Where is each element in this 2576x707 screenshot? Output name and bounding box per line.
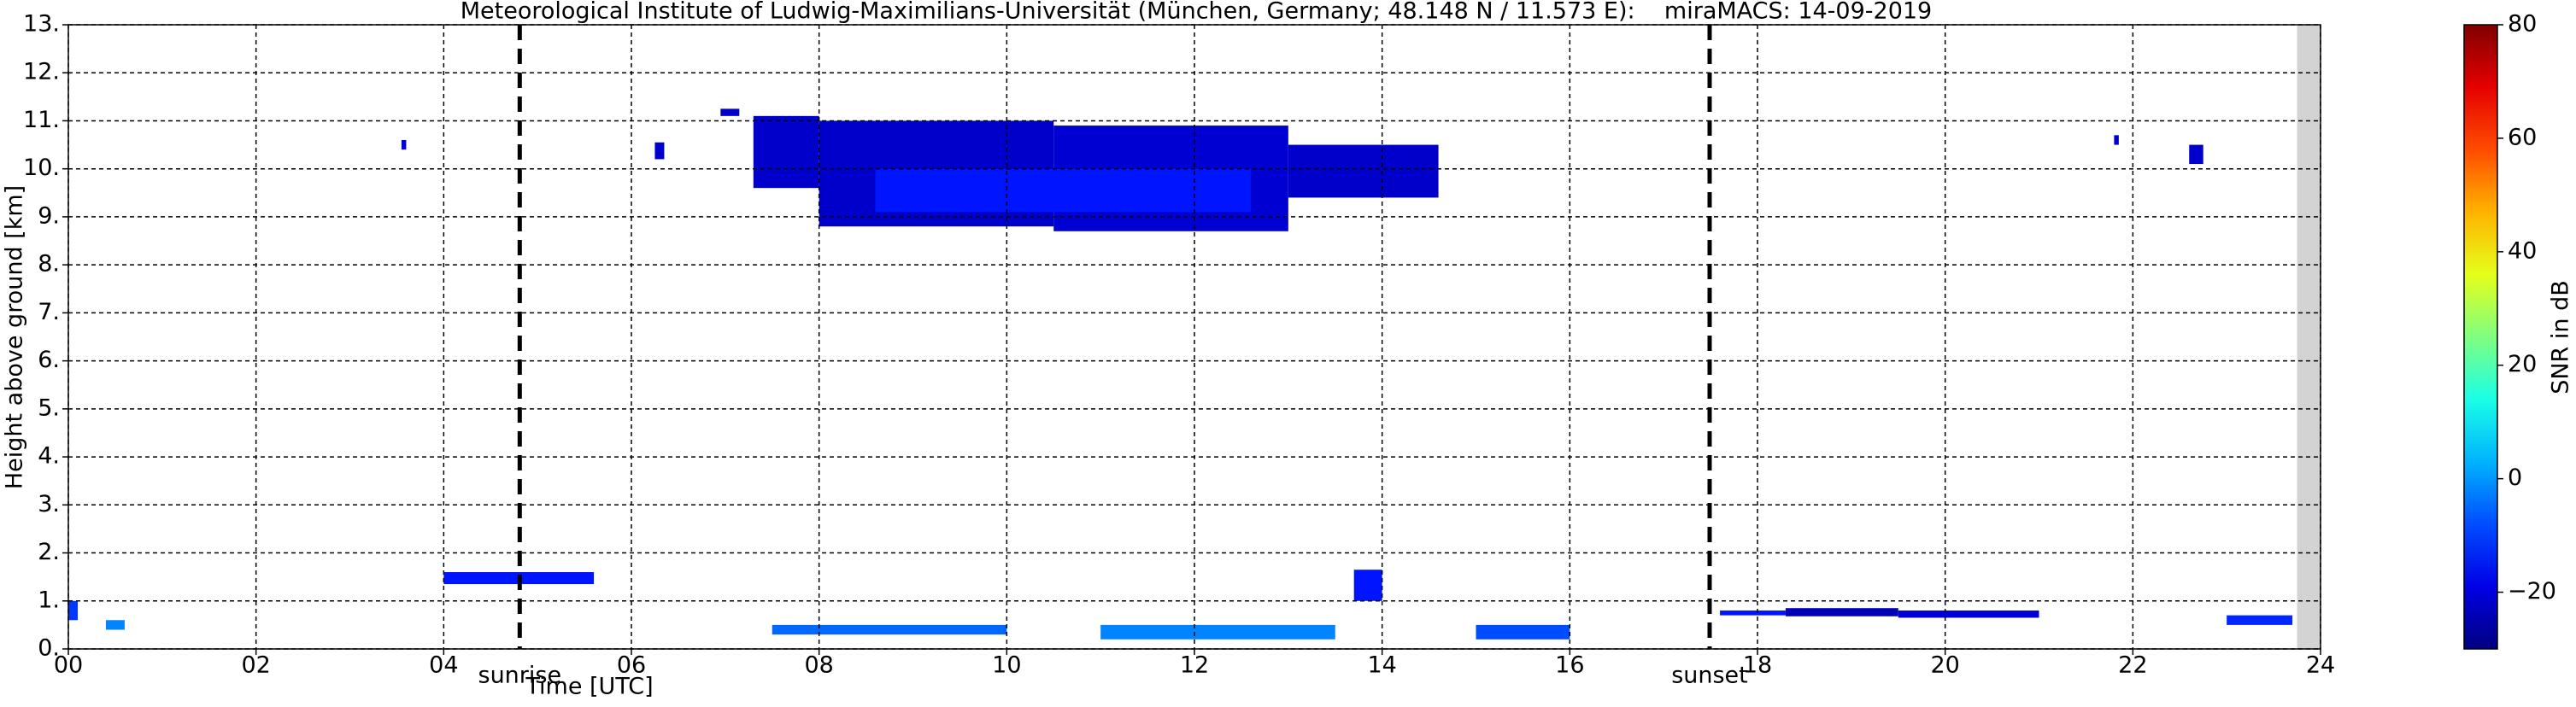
colorbar-label: SNR in dB (2548, 280, 2574, 394)
annotation-label: sunrise (478, 663, 562, 689)
x-tick-label: 14 (1367, 652, 1396, 679)
echo-region (1288, 144, 1439, 198)
echo-region (1100, 624, 1335, 640)
x-tick-label: 04 (429, 652, 458, 679)
annotation-label: sunset (1671, 663, 1748, 689)
echo-region (753, 115, 819, 189)
echo-region (1720, 611, 1786, 616)
y-tick-label: 9. (38, 202, 60, 229)
y-tick-label: 6. (38, 347, 60, 373)
x-tick-label: 24 (2306, 652, 2335, 679)
colorbar-tick-label: 40 (2508, 237, 2537, 264)
x-tick-label: 06 (617, 652, 646, 679)
y-tick-label: 2. (38, 539, 60, 565)
echo-region (1353, 570, 1382, 601)
y-tick-label: 1. (38, 587, 60, 613)
y-tick-label: 3. (38, 491, 60, 517)
plot-frame (67, 24, 2321, 650)
echo-region (720, 108, 740, 116)
y-tick-label: 0. (38, 635, 60, 662)
x-axis-label: Time [UTC] (525, 674, 653, 700)
echo-region (105, 620, 125, 630)
colorbar-tick-label: 60 (2508, 124, 2537, 150)
echo-region (2227, 615, 2293, 625)
x-tick-label: 00 (54, 652, 83, 679)
echo-region (1785, 608, 1898, 616)
y-tick-label: 8. (38, 251, 60, 278)
y-tick-label: 7. (38, 299, 60, 325)
x-tick-label: 08 (804, 652, 833, 679)
echo-region (401, 139, 407, 150)
colorbar-tick-label: −20 (2508, 578, 2556, 605)
echo-region (875, 168, 1251, 213)
echo-region (772, 624, 1007, 635)
x-tick-label: 02 (241, 652, 270, 679)
chart-title: Meteorological Institute of Ludwig-Maxim… (461, 0, 1933, 25)
echo-region (2189, 144, 2203, 165)
x-tick-label: 18 (1743, 652, 1772, 679)
y-tick-label: 11. (23, 107, 60, 133)
y-tick-label: 10. (23, 155, 60, 181)
y-tick-label: 12. (23, 59, 60, 85)
x-tick-label: 10 (992, 652, 1021, 679)
colorbar-tick-label: 80 (2508, 11, 2537, 38)
colorbar-tick-label: 20 (2508, 351, 2537, 377)
x-tick-label: 12 (1180, 652, 1209, 679)
y-tick-label: 13. (23, 11, 60, 38)
y-tick-label: 5. (38, 394, 60, 421)
x-tick-label: 22 (2118, 652, 2147, 679)
y-tick-label: 4. (38, 443, 60, 470)
no-data-band (2297, 25, 2321, 649)
echo-region (654, 142, 665, 160)
x-tick-label: 16 (1555, 652, 1584, 679)
x-tick-label: 20 (1930, 652, 1959, 679)
y-axis-label: Height above ground [km] (2, 185, 28, 489)
echo-region (1898, 611, 2039, 618)
colorbar-tick-label: 0 (2508, 465, 2522, 491)
echo-region (1476, 624, 1570, 640)
echo-region (68, 600, 78, 621)
colorbar (2463, 24, 2498, 650)
echo-region (2114, 135, 2119, 145)
